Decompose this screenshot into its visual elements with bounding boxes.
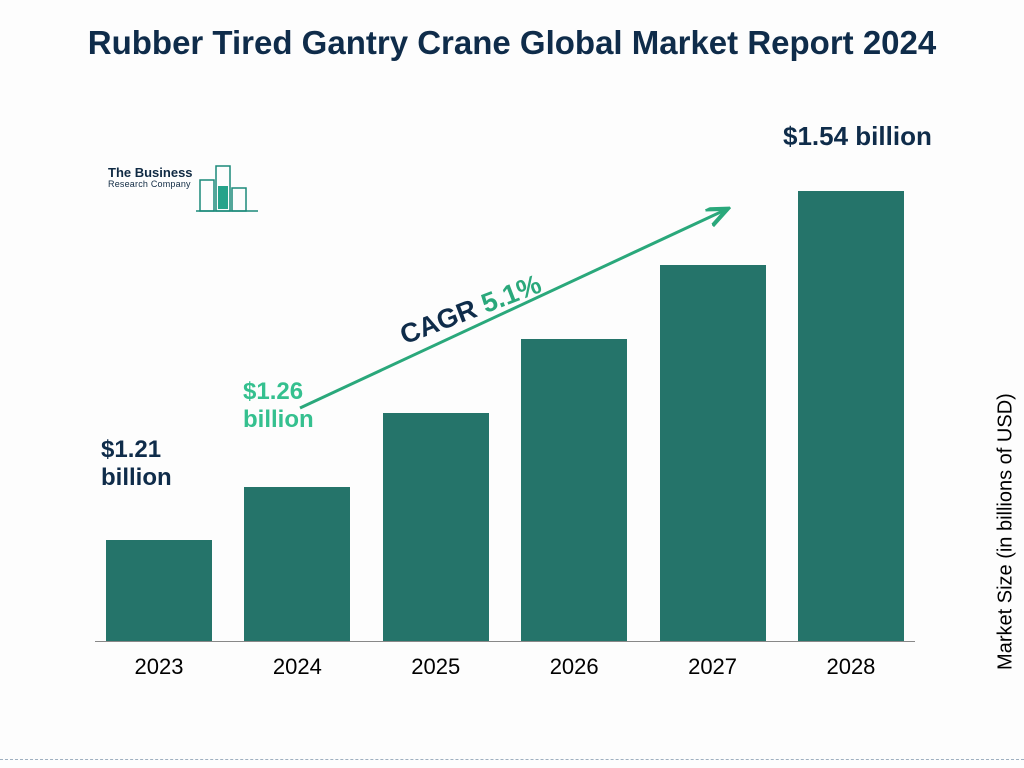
xlabel-2027: 2027 xyxy=(649,648,777,680)
xlabel-2028: 2028 xyxy=(787,648,915,680)
bar-slot-2025 xyxy=(372,413,500,641)
y-axis-label: Market Size (in billions of USD) xyxy=(995,393,1018,670)
bar-slot-2024 xyxy=(233,487,361,641)
bar-2027 xyxy=(660,265,766,641)
bar-2028 xyxy=(798,191,904,642)
bar-2026 xyxy=(521,339,627,641)
chart-title: Rubber Tired Gantry Crane Global Market … xyxy=(0,0,1024,63)
bar-slot-2023 xyxy=(95,540,223,641)
bar-slot-2028 xyxy=(787,191,915,642)
bar-slot-2027 xyxy=(649,265,777,641)
bar-2024 xyxy=(244,487,350,641)
bar-2023 xyxy=(106,540,212,641)
x-axis-labels: 2023 2024 2025 2026 2027 2028 xyxy=(95,648,915,680)
bars-container xyxy=(95,150,915,642)
callout-2028: $1.54 billion xyxy=(783,122,963,152)
bar-slot-2026 xyxy=(510,339,638,641)
xlabel-2026: 2026 xyxy=(510,648,638,680)
xlabel-2023: 2023 xyxy=(95,648,223,680)
xlabel-2024: 2024 xyxy=(233,648,361,680)
footer-dashed-line xyxy=(0,759,1024,760)
chart-area: $1.21 billion $1.26 billion $1.54 billio… xyxy=(95,150,915,680)
xlabel-2025: 2025 xyxy=(372,648,500,680)
bar-2025 xyxy=(383,413,489,641)
